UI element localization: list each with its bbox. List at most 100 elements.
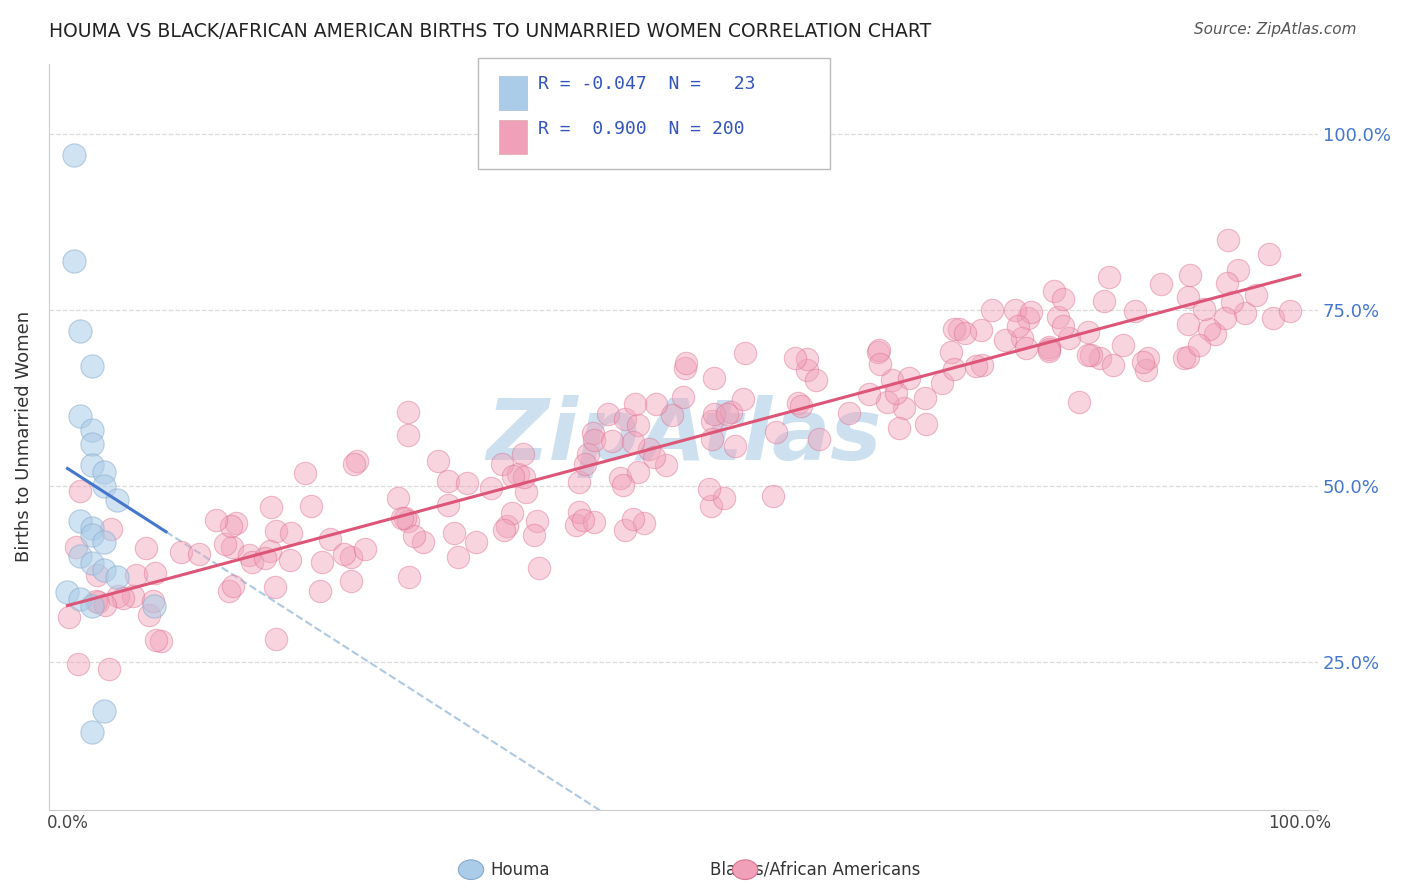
Point xyxy=(942,321,965,335)
Point xyxy=(515,485,537,500)
Point xyxy=(1233,306,1256,320)
Point xyxy=(915,417,938,431)
Point xyxy=(398,570,420,584)
Point xyxy=(396,514,419,528)
Point xyxy=(1102,359,1125,373)
Point xyxy=(82,437,104,451)
Point xyxy=(965,359,987,373)
Point xyxy=(97,662,120,676)
Point xyxy=(993,333,1015,347)
Point xyxy=(93,704,115,718)
Point xyxy=(253,550,276,565)
Text: Houma: Houma xyxy=(491,861,550,879)
Point xyxy=(703,371,725,385)
Point xyxy=(655,458,678,472)
Point xyxy=(790,399,813,413)
Point xyxy=(1080,348,1102,362)
Point xyxy=(82,725,104,739)
Point xyxy=(58,610,80,624)
Point xyxy=(526,514,548,528)
Point xyxy=(105,493,128,508)
Point xyxy=(259,544,281,558)
Point xyxy=(1215,276,1237,290)
Point xyxy=(1213,310,1236,325)
Point xyxy=(702,414,724,428)
Point xyxy=(135,541,157,556)
Point xyxy=(100,522,122,536)
Point xyxy=(1057,331,1080,345)
Point xyxy=(225,516,247,530)
Point xyxy=(931,376,953,390)
Point xyxy=(609,471,631,485)
Point xyxy=(720,405,742,419)
Point xyxy=(219,518,242,533)
Point xyxy=(66,657,89,672)
Point xyxy=(205,513,228,527)
Point xyxy=(733,392,755,406)
Point xyxy=(614,523,637,537)
Point xyxy=(294,466,316,480)
Point xyxy=(311,555,333,569)
Point xyxy=(624,397,647,411)
Point xyxy=(582,516,605,530)
Point xyxy=(1246,288,1268,302)
Point xyxy=(142,594,165,608)
Point xyxy=(1198,322,1220,336)
Point xyxy=(1178,268,1201,282)
Point xyxy=(786,396,808,410)
Point xyxy=(1177,350,1199,364)
Point xyxy=(82,521,104,535)
Point xyxy=(627,417,650,432)
Point xyxy=(762,489,785,503)
Point xyxy=(1135,363,1157,377)
Point xyxy=(1177,291,1199,305)
Point xyxy=(502,469,524,483)
Point xyxy=(508,467,530,481)
Point xyxy=(1004,302,1026,317)
Point xyxy=(1227,263,1250,277)
Point xyxy=(443,526,465,541)
Point xyxy=(638,442,661,456)
Point xyxy=(734,346,756,360)
Point xyxy=(1015,341,1038,355)
Point xyxy=(65,540,87,554)
Point xyxy=(523,528,546,542)
Point xyxy=(969,323,991,337)
Point xyxy=(221,540,243,554)
Point xyxy=(1052,292,1074,306)
Point xyxy=(868,343,890,357)
Point xyxy=(69,549,91,564)
Point xyxy=(218,583,240,598)
Point xyxy=(866,345,889,359)
Point xyxy=(125,568,148,582)
Point xyxy=(340,574,363,588)
Point xyxy=(93,479,115,493)
Point xyxy=(574,457,596,471)
Point xyxy=(1098,269,1121,284)
Point xyxy=(914,391,936,405)
Point xyxy=(122,589,145,603)
Point xyxy=(1038,343,1060,357)
Text: R = -0.047  N =   23: R = -0.047 N = 23 xyxy=(538,75,756,94)
Point xyxy=(278,553,301,567)
Point xyxy=(1007,318,1029,333)
Text: Source: ZipAtlas.com: Source: ZipAtlas.com xyxy=(1194,22,1357,37)
Point xyxy=(970,359,993,373)
Point xyxy=(941,344,963,359)
Point xyxy=(1038,343,1060,358)
Point xyxy=(716,407,738,421)
Point xyxy=(527,561,550,575)
Point xyxy=(62,254,84,268)
Point xyxy=(105,570,128,584)
Point xyxy=(576,447,599,461)
Point xyxy=(1204,327,1226,342)
Point xyxy=(612,478,634,492)
Point xyxy=(94,598,117,612)
Point xyxy=(600,434,623,448)
Point xyxy=(981,303,1004,318)
Point xyxy=(447,549,470,564)
Point xyxy=(583,433,606,447)
Point xyxy=(1088,351,1111,365)
Point xyxy=(1150,277,1173,291)
Point xyxy=(953,326,976,341)
